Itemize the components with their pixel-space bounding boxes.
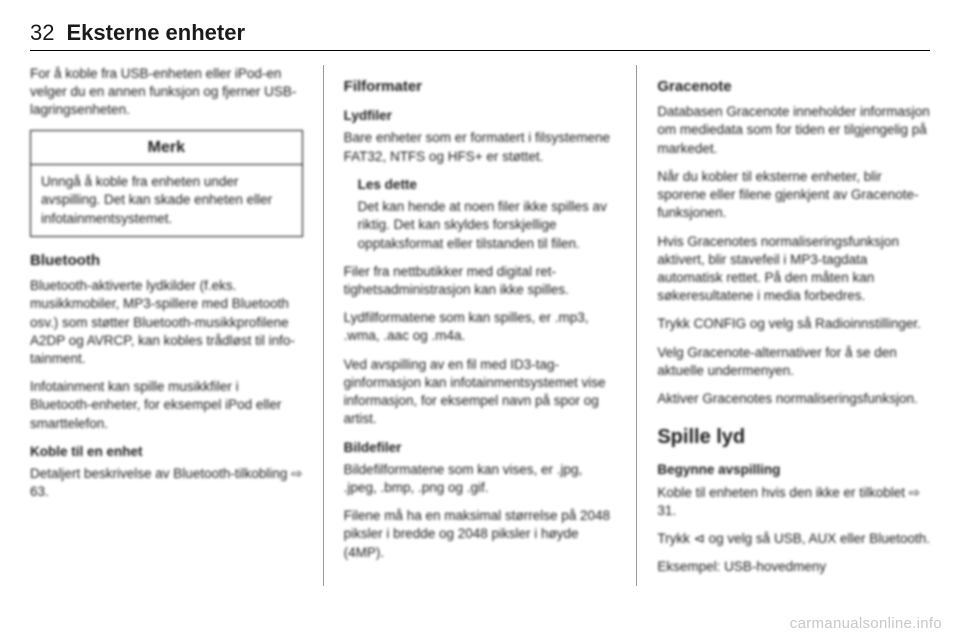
paragraph: Infotainment kan spille musikkfiler i Bl… bbox=[30, 378, 303, 433]
paragraph: Databasen Gracenote inneholder in­formas… bbox=[657, 103, 930, 158]
manual-page: 32 Eksterne enheter For å koble fra USB-… bbox=[0, 0, 960, 596]
paragraph: Filer fra nettbutikker med digital ret­t… bbox=[344, 263, 617, 299]
column-3: Gracenote Databasen Gracenote inneholder… bbox=[641, 65, 930, 586]
paragraph: Bluetooth-aktiverte lydkilder (f.eks. mu… bbox=[30, 277, 303, 368]
heading-gracenote: Gracenote bbox=[657, 77, 930, 97]
page-title: Eksterne enheter bbox=[66, 20, 245, 46]
heading-connect: Koble til en enhet bbox=[30, 443, 303, 461]
paragraph: Koble til enheten hvis den ikke er til­k… bbox=[657, 484, 930, 520]
paragraph: Detaljert beskrivelse av Bluetooth-til­k… bbox=[30, 465, 303, 501]
paragraph: Velg Gracenote-alternativer for å se den… bbox=[657, 344, 930, 380]
paragraph: Bildefilformatene som kan vises, er .jpg… bbox=[344, 461, 617, 497]
paragraph: Ved avspilling av en fil med ID3-tag­gin… bbox=[344, 356, 617, 429]
column-2: Filformater Lydfiler Bare enheter som er… bbox=[328, 65, 633, 586]
heading-playaudio: Spille lyd bbox=[657, 424, 930, 451]
column-separator bbox=[323, 65, 324, 586]
notice-body: Unngå å koble fra enheten under avspilli… bbox=[31, 165, 302, 236]
paragraph: Trykk ⊲ og velg så USB, AUX eller Blueto… bbox=[657, 530, 930, 548]
paragraph: Når du kobler til eksterne enheter, blir… bbox=[657, 168, 930, 223]
paragraph: Trykk CONFIG og velg så Radioinn­stillin… bbox=[657, 315, 930, 333]
heading-readthis: Les dette bbox=[358, 176, 617, 194]
heading-bluetooth: Bluetooth bbox=[30, 251, 303, 271]
heading-imagefiles: Bildefiler bbox=[344, 439, 617, 457]
heading-fileformats: Filformater bbox=[344, 77, 617, 97]
column-separator bbox=[636, 65, 637, 586]
page-header: 32 Eksterne enheter bbox=[30, 20, 930, 51]
paragraph: Hvis Gracenotes normaliseringsfunk­sjon … bbox=[657, 233, 930, 306]
heading-audiofiles: Lydfiler bbox=[344, 107, 617, 125]
paragraph: Det kan hende at noen filer ikke spil­le… bbox=[358, 198, 617, 253]
paragraph: Bare enheter som er formatert i filsy­st… bbox=[344, 129, 617, 165]
paragraph: Filene må ha en maksimal størrelse på 20… bbox=[344, 507, 617, 562]
paragraph: Eksempel: USB-hovedmeny bbox=[657, 558, 930, 576]
watermark: carmanualsonline.info bbox=[790, 615, 942, 632]
heading-beginplay: Begynne avspilling bbox=[657, 461, 930, 479]
paragraph: Aktiver Gracenotes normaliserings­funksj… bbox=[657, 390, 930, 408]
notice-box: Merk Unngå å koble fra enheten under avs… bbox=[30, 130, 303, 237]
paragraph: For å koble fra USB-enheten eller iPod-e… bbox=[30, 65, 303, 120]
notice-heading: Merk bbox=[31, 131, 302, 166]
content-columns: For å koble fra USB-enheten eller iPod-e… bbox=[30, 65, 930, 586]
column-1: For å koble fra USB-enheten eller iPod-e… bbox=[30, 65, 319, 586]
paragraph: Lydfilformatene som kan spilles, er .mp3… bbox=[344, 309, 617, 345]
page-number: 32 bbox=[30, 20, 54, 46]
note-block: Les dette Det kan hende at noen filer ik… bbox=[344, 176, 617, 253]
